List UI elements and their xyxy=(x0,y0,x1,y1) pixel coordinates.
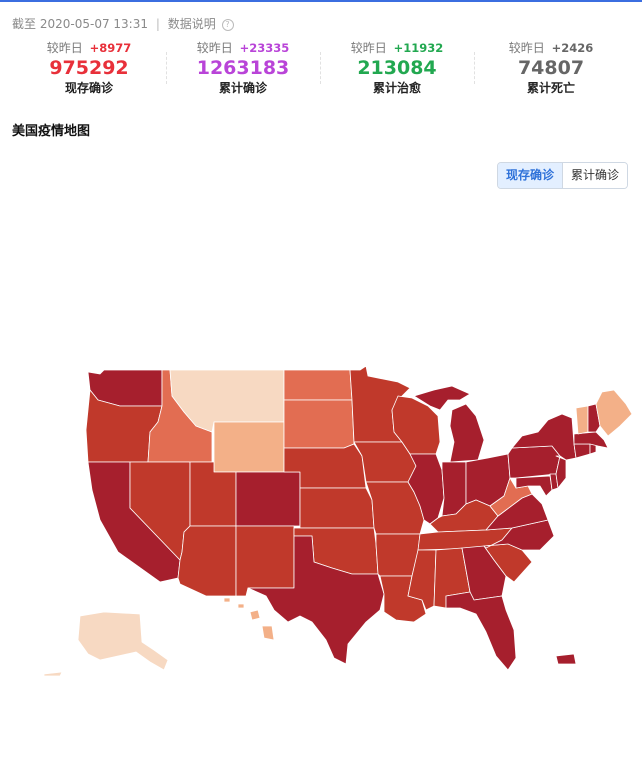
stat-value: 1263183 xyxy=(196,57,290,79)
stat-label: 累计死亡 xyxy=(526,81,575,95)
stat-current-confirmed: 较昨日 +8977 975292 现存确诊 xyxy=(12,40,166,98)
stat-value: 213084 xyxy=(357,57,437,79)
stat-compare-label: 较昨日 xyxy=(350,41,387,55)
stat-total-confirmed: 较昨日 +23335 1263183 累计确诊 xyxy=(166,40,320,98)
state-colorado[interactable] xyxy=(235,471,301,527)
state-new-mexico[interactable] xyxy=(235,525,295,597)
state-new-york[interactable] xyxy=(511,413,577,461)
state-alaska[interactable] xyxy=(43,611,169,677)
stat-compare-label: 较昨日 xyxy=(508,41,545,55)
state-florida[interactable] xyxy=(445,591,517,671)
state-hawaii[interactable] xyxy=(223,597,275,641)
stat-value: 74807 xyxy=(517,57,585,79)
state-illinois[interactable] xyxy=(407,453,445,525)
state-connecticut[interactable] xyxy=(573,443,591,459)
state-west-virginia[interactable] xyxy=(489,477,533,517)
stat-delta: +2426 xyxy=(551,41,594,55)
map-section-title: 美国疫情地图 xyxy=(12,124,91,139)
state-pennsylvania[interactable] xyxy=(507,445,561,479)
state-utah[interactable] xyxy=(189,461,237,527)
update-info: 截至 2020-05-07 13:31 | 数据说明 ? xyxy=(12,15,234,32)
stat-delta: +23335 xyxy=(239,41,290,55)
stat-label: 现存确诊 xyxy=(64,81,113,95)
stat-compare-label: 较昨日 xyxy=(46,41,83,55)
state-kansas[interactable] xyxy=(299,487,375,529)
question-circle-icon[interactable]: ? xyxy=(221,19,234,31)
state-texas[interactable] xyxy=(247,535,385,665)
state-north-dakota[interactable] xyxy=(283,369,353,401)
state-maine[interactable] xyxy=(595,389,633,437)
top-accent-rule xyxy=(0,0,642,2)
toggle-current-confirmed[interactable]: 现存确诊 xyxy=(498,163,564,188)
update-timestamp: 2020-05-07 13:31 xyxy=(39,17,148,31)
us-map xyxy=(43,365,633,677)
state-south-dakota[interactable] xyxy=(283,399,355,449)
state-massachusetts[interactable] xyxy=(573,431,609,449)
stat-compare-label: 较昨日 xyxy=(196,41,233,55)
data-help-link[interactable]: 数据说明 xyxy=(167,17,216,31)
stat-label: 累计确诊 xyxy=(218,81,267,95)
update-separator: | xyxy=(155,17,160,31)
stat-total-recovered: 较昨日 +11932 213084 累计治愈 xyxy=(320,40,474,98)
toggle-total-confirmed[interactable]: 累计确诊 xyxy=(563,163,628,188)
territory-puerto-rico[interactable] xyxy=(555,653,577,665)
stat-total-deaths: 较昨日 +2426 74807 累计死亡 xyxy=(474,40,628,98)
state-vermont[interactable] xyxy=(575,405,589,435)
stat-label: 累计治愈 xyxy=(372,81,421,95)
state-arizona[interactable] xyxy=(177,525,237,597)
update-prefix: 截至 xyxy=(12,17,37,31)
stat-delta: +8977 xyxy=(89,41,132,55)
stat-delta: +11932 xyxy=(393,41,444,55)
state-wyoming[interactable] xyxy=(213,421,285,473)
state-north-carolina[interactable] xyxy=(483,519,555,551)
stat-value: 975292 xyxy=(49,57,129,79)
map-metric-toggle: 现存确诊 累计确诊 xyxy=(497,162,629,189)
summary-stats: 较昨日 +8977 975292 现存确诊 较昨日 +23335 1263183… xyxy=(12,40,628,98)
